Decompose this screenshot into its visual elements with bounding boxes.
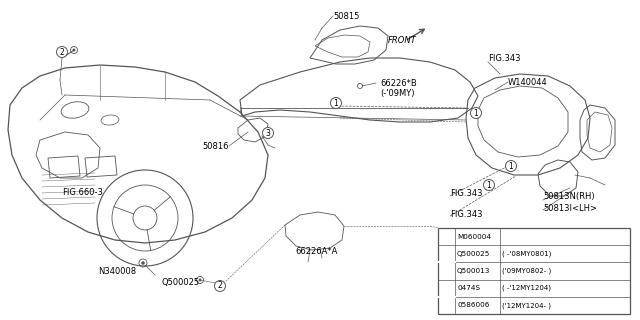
Circle shape [214,281,225,292]
Text: 0474S: 0474S [457,285,480,291]
Text: 2: 2 [444,260,449,265]
Circle shape [262,127,273,139]
Circle shape [330,98,342,108]
Text: 50816: 50816 [202,141,229,150]
Text: Q500025: Q500025 [161,277,199,286]
Bar [438,228,630,314]
Text: (-'09MY): (-'09MY) [380,89,415,98]
Text: 66226*B: 66226*B [380,78,417,87]
Circle shape [56,46,67,58]
Text: 2: 2 [218,282,222,291]
Text: M060004: M060004 [457,234,491,240]
Text: ( -'12MY1204): ( -'12MY1204) [502,285,551,292]
Circle shape [506,161,516,172]
Text: 0586006: 0586006 [457,302,490,308]
Text: ('09MY0802- ): ('09MY0802- ) [502,268,551,274]
Text: 1: 1 [474,108,478,117]
Circle shape [141,261,145,265]
Text: 1: 1 [333,99,339,108]
Text: 1: 1 [486,180,492,189]
Text: FIG.343: FIG.343 [450,188,483,197]
Text: 2: 2 [60,47,65,57]
Circle shape [483,180,495,190]
Circle shape [442,257,451,268]
Text: Q500025: Q500025 [457,251,490,257]
Text: A660001397: A660001397 [581,306,630,315]
Text: 1: 1 [444,234,449,240]
Text: FIG.343: FIG.343 [488,53,520,62]
Circle shape [199,279,201,281]
Text: FIG.343: FIG.343 [450,210,483,219]
Text: FIG.660-3: FIG.660-3 [62,188,103,196]
Text: W140044: W140044 [508,77,548,86]
Circle shape [470,108,481,118]
Text: FRONT: FRONT [388,36,417,44]
Text: Q500013: Q500013 [457,268,490,274]
Circle shape [73,49,76,51]
Circle shape [442,232,451,242]
Text: N340008: N340008 [98,267,136,276]
Text: 50813N(RH): 50813N(RH) [543,191,595,201]
Text: 1: 1 [509,162,513,171]
Circle shape [442,292,451,302]
Text: 66226A*A: 66226A*A [295,246,337,255]
Text: 3: 3 [444,294,449,300]
Text: 50815: 50815 [333,12,360,20]
Text: 3: 3 [266,129,271,138]
Text: 50813I<LH>: 50813I<LH> [543,204,597,212]
Text: ('12MY1204- ): ('12MY1204- ) [502,302,551,309]
Text: ( -'08MY0801): ( -'08MY0801) [502,251,552,257]
